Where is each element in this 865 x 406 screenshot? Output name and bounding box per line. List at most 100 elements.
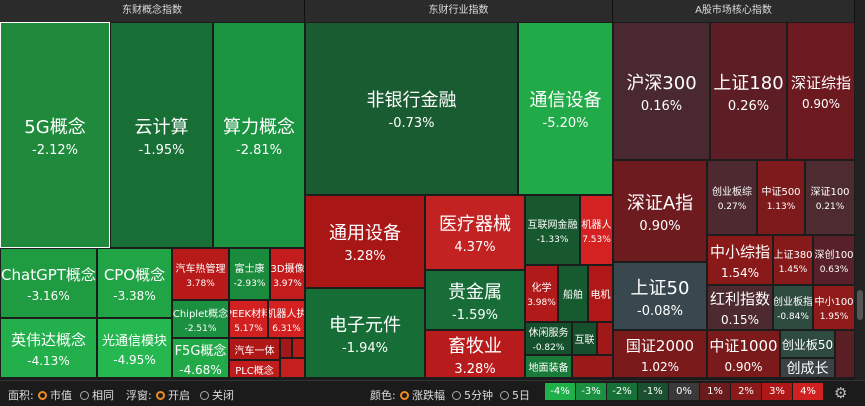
tile[interactable]: 汽车一体 bbox=[229, 338, 280, 360]
tile[interactable]: 创业板综 0.27% bbox=[707, 160, 757, 235]
tile[interactable]: 电子元件 -1.94% bbox=[305, 288, 425, 378]
tile[interactable]: 贵金属 -1.59% bbox=[425, 270, 525, 330]
tile[interactable]: 5G概念 -2.12% bbox=[0, 22, 110, 248]
scroll-thumb[interactable] bbox=[857, 290, 863, 320]
tile[interactable]: 通用设备 3.28% bbox=[305, 195, 425, 288]
tile[interactable]: 富士康 -2.93% bbox=[229, 248, 270, 300]
tile[interactable]: 化学 3.98% bbox=[525, 265, 558, 322]
tile[interactable]: 通信设备 -5.20% bbox=[518, 22, 613, 195]
tile[interactable]: 上证50 -0.08% bbox=[613, 262, 707, 330]
tile-change: -2.12% bbox=[32, 142, 78, 158]
tile-name: 互联网金融 bbox=[527, 219, 578, 231]
tile[interactable]: 电机 bbox=[588, 265, 613, 322]
tile[interactable]: 汽车热管理 3.78% bbox=[172, 248, 229, 300]
tile-change: -0.73% bbox=[388, 116, 435, 131]
tile-name: 算力概念 bbox=[223, 116, 295, 138]
tile[interactable]: 畜牧业 3.28% bbox=[425, 330, 525, 378]
color-option[interactable]: 5分钟 bbox=[452, 387, 493, 403]
tile[interactable] bbox=[572, 355, 613, 378]
tile[interactable]: 创业板指 -0.84% bbox=[773, 285, 813, 330]
tile-change: -1.33% bbox=[536, 234, 569, 245]
tile[interactable] bbox=[835, 330, 855, 378]
popup-label: 浮窗: bbox=[126, 389, 152, 402]
tile[interactable]: 上证380 1.45% bbox=[773, 235, 813, 285]
tile[interactable] bbox=[280, 358, 305, 378]
color-option[interactable]: 涨跌幅 bbox=[400, 387, 445, 403]
tile[interactable]: 互联 bbox=[572, 322, 597, 355]
tile-change: 0.21% bbox=[815, 202, 845, 212]
scrollbar[interactable] bbox=[855, 0, 865, 380]
tile[interactable]: 中证1000 0.90% bbox=[707, 330, 780, 378]
tile-change: -5.20% bbox=[542, 116, 589, 131]
tile-change: -2.81% bbox=[236, 142, 282, 158]
tile-name: 创业板指 bbox=[773, 297, 813, 308]
tile[interactable]: 机器人执 6.31% bbox=[268, 300, 305, 338]
tile[interactable]: 中证500 1.13% bbox=[757, 160, 805, 235]
tile-change: -1.59% bbox=[452, 307, 498, 323]
tile[interactable]: 光通信模块 -4.95% bbox=[97, 318, 172, 378]
tile[interactable]: 英伟达概念 -4.13% bbox=[0, 318, 97, 378]
tile[interactable]: ChatGPT概念 -3.16% bbox=[0, 248, 97, 318]
tile-name: 深证100 bbox=[810, 187, 850, 198]
tile[interactable]: PEEK材料 5.17% bbox=[229, 300, 268, 338]
tile[interactable]: Chiplet概念 -2.51% bbox=[172, 300, 229, 338]
tile-name: 休闲服务 bbox=[528, 328, 569, 339]
color-option[interactable]: 5日 bbox=[500, 387, 530, 403]
tile[interactable]: 红利指数 0.15% bbox=[707, 285, 773, 330]
tile-name: 光通信模块 bbox=[101, 333, 167, 349]
tile-name: 汽车热管理 bbox=[175, 263, 226, 275]
legend-swatch: 1% bbox=[700, 383, 730, 400]
tile[interactable]: 中小100 1.95% bbox=[813, 285, 855, 330]
tile[interactable]: 医疗器械 4.37% bbox=[425, 195, 525, 270]
tile[interactable]: 船舶 bbox=[558, 265, 588, 322]
tile-change: 3.97% bbox=[273, 278, 302, 289]
tile[interactable]: 3D摄像 3.97% bbox=[270, 248, 305, 300]
tile-name: Chiplet概念 bbox=[172, 308, 229, 320]
tile[interactable]: 非银行金融 -0.73% bbox=[305, 22, 518, 195]
popup-option[interactable]: 开启 bbox=[156, 387, 190, 403]
tile[interactable] bbox=[597, 322, 613, 355]
tile[interactable]: CPO概念 -3.38% bbox=[97, 248, 172, 318]
tile[interactable]: 创业板50 bbox=[780, 330, 835, 358]
tile[interactable]: 云计算 -1.95% bbox=[110, 22, 213, 248]
tile[interactable]: 沪深300 0.16% bbox=[613, 22, 710, 160]
area-label: 面积: bbox=[8, 389, 34, 402]
tile-name: 畜牧业 bbox=[448, 335, 502, 357]
area-option[interactable]: 市值 bbox=[38, 387, 72, 403]
tile-change: 4.37% bbox=[454, 240, 496, 255]
tile-change: -4.13% bbox=[27, 353, 70, 368]
area-option[interactable]: 相同 bbox=[80, 387, 114, 403]
popup-option[interactable]: 关闭 bbox=[200, 387, 234, 403]
tile-name: 云计算 bbox=[134, 116, 189, 138]
tile[interactable]: 国证2000 1.02% bbox=[613, 330, 707, 378]
tile-change: -1.95% bbox=[138, 142, 185, 158]
legend-swatch: 3% bbox=[762, 383, 792, 400]
tile[interactable]: 休闲服务 -0.82% bbox=[525, 322, 572, 355]
tile[interactable]: 地面装备 bbox=[525, 355, 572, 378]
tile[interactable]: 上证180 0.26% bbox=[710, 22, 787, 160]
tile-name: 中小100 bbox=[814, 297, 854, 308]
settings-icon[interactable]: ⚙ bbox=[834, 384, 848, 402]
color-label: 颜色: bbox=[370, 389, 396, 402]
tile[interactable]: 创成长 bbox=[780, 358, 835, 378]
tile-change: 0.63% bbox=[819, 264, 849, 275]
tile[interactable]: 互联网金融 -1.33% bbox=[525, 195, 580, 265]
tile[interactable]: 中小综指 1.54% bbox=[707, 235, 773, 285]
tile-change: -4.95% bbox=[113, 352, 156, 367]
tile[interactable]: 深证A指 0.90% bbox=[613, 160, 707, 262]
tile[interactable] bbox=[292, 338, 305, 358]
panel-title: 东财行业指数 bbox=[305, 0, 613, 22]
tile-change: 1.02% bbox=[640, 359, 680, 374]
tile[interactable]: 算力概念 -2.81% bbox=[213, 22, 305, 248]
tile-name: F5G概念 bbox=[174, 343, 227, 359]
tile[interactable]: 深证100 0.21% bbox=[805, 160, 855, 235]
option-text: 相同 bbox=[92, 389, 114, 402]
tile-name: 地面装备 bbox=[528, 363, 569, 374]
tile[interactable]: PLC概念 bbox=[229, 360, 280, 378]
tile[interactable] bbox=[280, 338, 292, 358]
tile[interactable]: 深证综指 0.90% bbox=[787, 22, 855, 160]
tile[interactable]: 机器人 7.53% bbox=[580, 195, 613, 265]
tile[interactable]: F5G概念 -4.68% bbox=[172, 338, 229, 378]
tile-change: -1.94% bbox=[342, 340, 388, 356]
tile[interactable]: 深创100 0.63% bbox=[813, 235, 855, 285]
